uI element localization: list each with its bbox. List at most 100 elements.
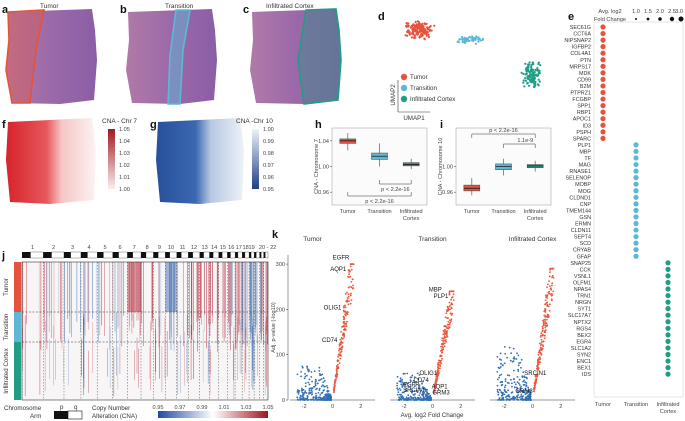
umap-point-tumor [407,22,410,25]
volcano-point-down [323,385,325,388]
volcano-point-down [517,354,520,357]
dot-PSPH [600,129,606,135]
volcano-point-down [512,357,515,360]
volcano-point-down [308,383,311,386]
volcano-point-up [441,342,444,345]
volcano-point-down [306,365,308,368]
volcano-point-up [549,271,551,274]
umap-point-cortex [531,74,534,77]
umap-point-transition [466,38,469,41]
volcano-point-down [509,359,512,362]
arm-p-bar [235,252,238,258]
volcano-point-up [540,343,543,345]
volcano-point-down [520,358,523,361]
volcano-point-down [522,384,525,386]
volcano-point-down [315,392,317,395]
gene-label: ERMN [575,222,591,228]
volcano-point-down [313,399,316,401]
gene-label: BEX1 [577,366,591,372]
volcano-point-down [524,393,527,395]
dot-IDS [665,371,671,377]
volcano-point-down [519,387,522,390]
volcano-xlabel: Avg. log2 Fold Change [401,412,464,419]
volcano-point-down [498,398,501,401]
umap-point-transition [463,36,466,40]
volcano-point-down [520,385,522,388]
volcano-point-up [450,320,453,322]
row-annotation-tumor [14,262,21,312]
volcano-point-down [430,396,432,399]
volcano-point-down [406,372,409,375]
volcano-point-down [514,383,517,386]
dot-ID3 [600,122,606,128]
chr10-tick-6: 0.95 [263,187,274,193]
volcano-title: Transition [418,236,447,243]
arm-p-bar [209,252,214,258]
umap-point-tumor [417,21,420,24]
umap-point-tumor [425,32,428,36]
volcano-point-up [337,363,339,366]
arm-p-bar [22,252,31,258]
panel-a-title: Tumor [40,3,59,10]
volcano-point-down [529,395,532,398]
umap-point-cortex [530,68,534,71]
arm-q-bar [30,251,44,259]
volcano-point-down [319,394,322,396]
volcano-point-down [299,399,302,401]
umap-point-cortex [527,66,530,69]
volcano-point-up [334,381,336,384]
volcano-point-down [397,388,399,391]
gene-label: MAG [579,163,591,169]
cna-scale-ticks: 0.95 0.97 0.99 1.01 1.03 1.05 [153,405,274,411]
umap-point-tumor [405,22,408,25]
volcano-point-up [448,326,451,329]
volcano-point-up [440,355,443,357]
volcano-point-down [519,389,522,391]
volcano-point-down [521,395,524,398]
size-legend-title-1: Avg. log2 [598,9,621,15]
volcano-point-up [447,317,450,319]
volcano-point-down [314,381,317,383]
chrom-label: 3 [71,245,74,251]
volcano-point-down [401,391,404,394]
dot-PLP1 [633,142,639,148]
volcano-point-up [441,345,443,348]
size-legend: 1.0 1.5 2.0 2.5 3.0 [632,9,684,22]
volcano-point-up [350,268,353,271]
panel-label-i: i [440,119,443,131]
umap-point-tumor [427,28,430,31]
volcano-point-up [346,320,348,323]
volcano-point-down [401,385,404,387]
volcano-point-down [310,376,313,378]
panel-label-b: b [120,4,127,16]
volcano-point-down [518,396,521,399]
panel-b: b Transition [120,3,217,105]
umap-point-tumor [421,27,424,30]
volcano-gene-label: MBP [429,287,442,293]
volcano-gene-label: CD74 [414,378,430,384]
volcano-point-up [350,263,353,265]
dot-MBP [633,148,639,155]
volcano-point-down [315,388,317,391]
gene-label: NPAS4 [574,287,591,293]
volcano-point-up [536,368,539,371]
volcano-point-down [528,392,531,395]
gene-label: MBP [579,149,591,155]
gene-label: IGFBP2 [572,45,591,51]
volcano-point-down [314,397,317,399]
umap-point-tumor [433,24,436,27]
umap-point-tumor [407,30,410,34]
volcano-point-down [409,376,412,379]
volcano-point-down [517,368,519,371]
volcano-point-down [508,374,511,377]
cna-legend-title-1: Copy Number [92,405,130,412]
box-category: Infiltrated Cortex [524,209,547,222]
volcano-point-up [544,316,547,318]
umap-point-tumor [427,33,430,36]
arm-p-bar [97,252,104,258]
chrom-label: 18 [242,245,248,251]
ytick-label: 1.04 [318,139,329,145]
volcano-point-up [338,348,341,350]
volcano-point-down [514,396,517,399]
volcano-gene-label: PLP1 [434,294,449,300]
